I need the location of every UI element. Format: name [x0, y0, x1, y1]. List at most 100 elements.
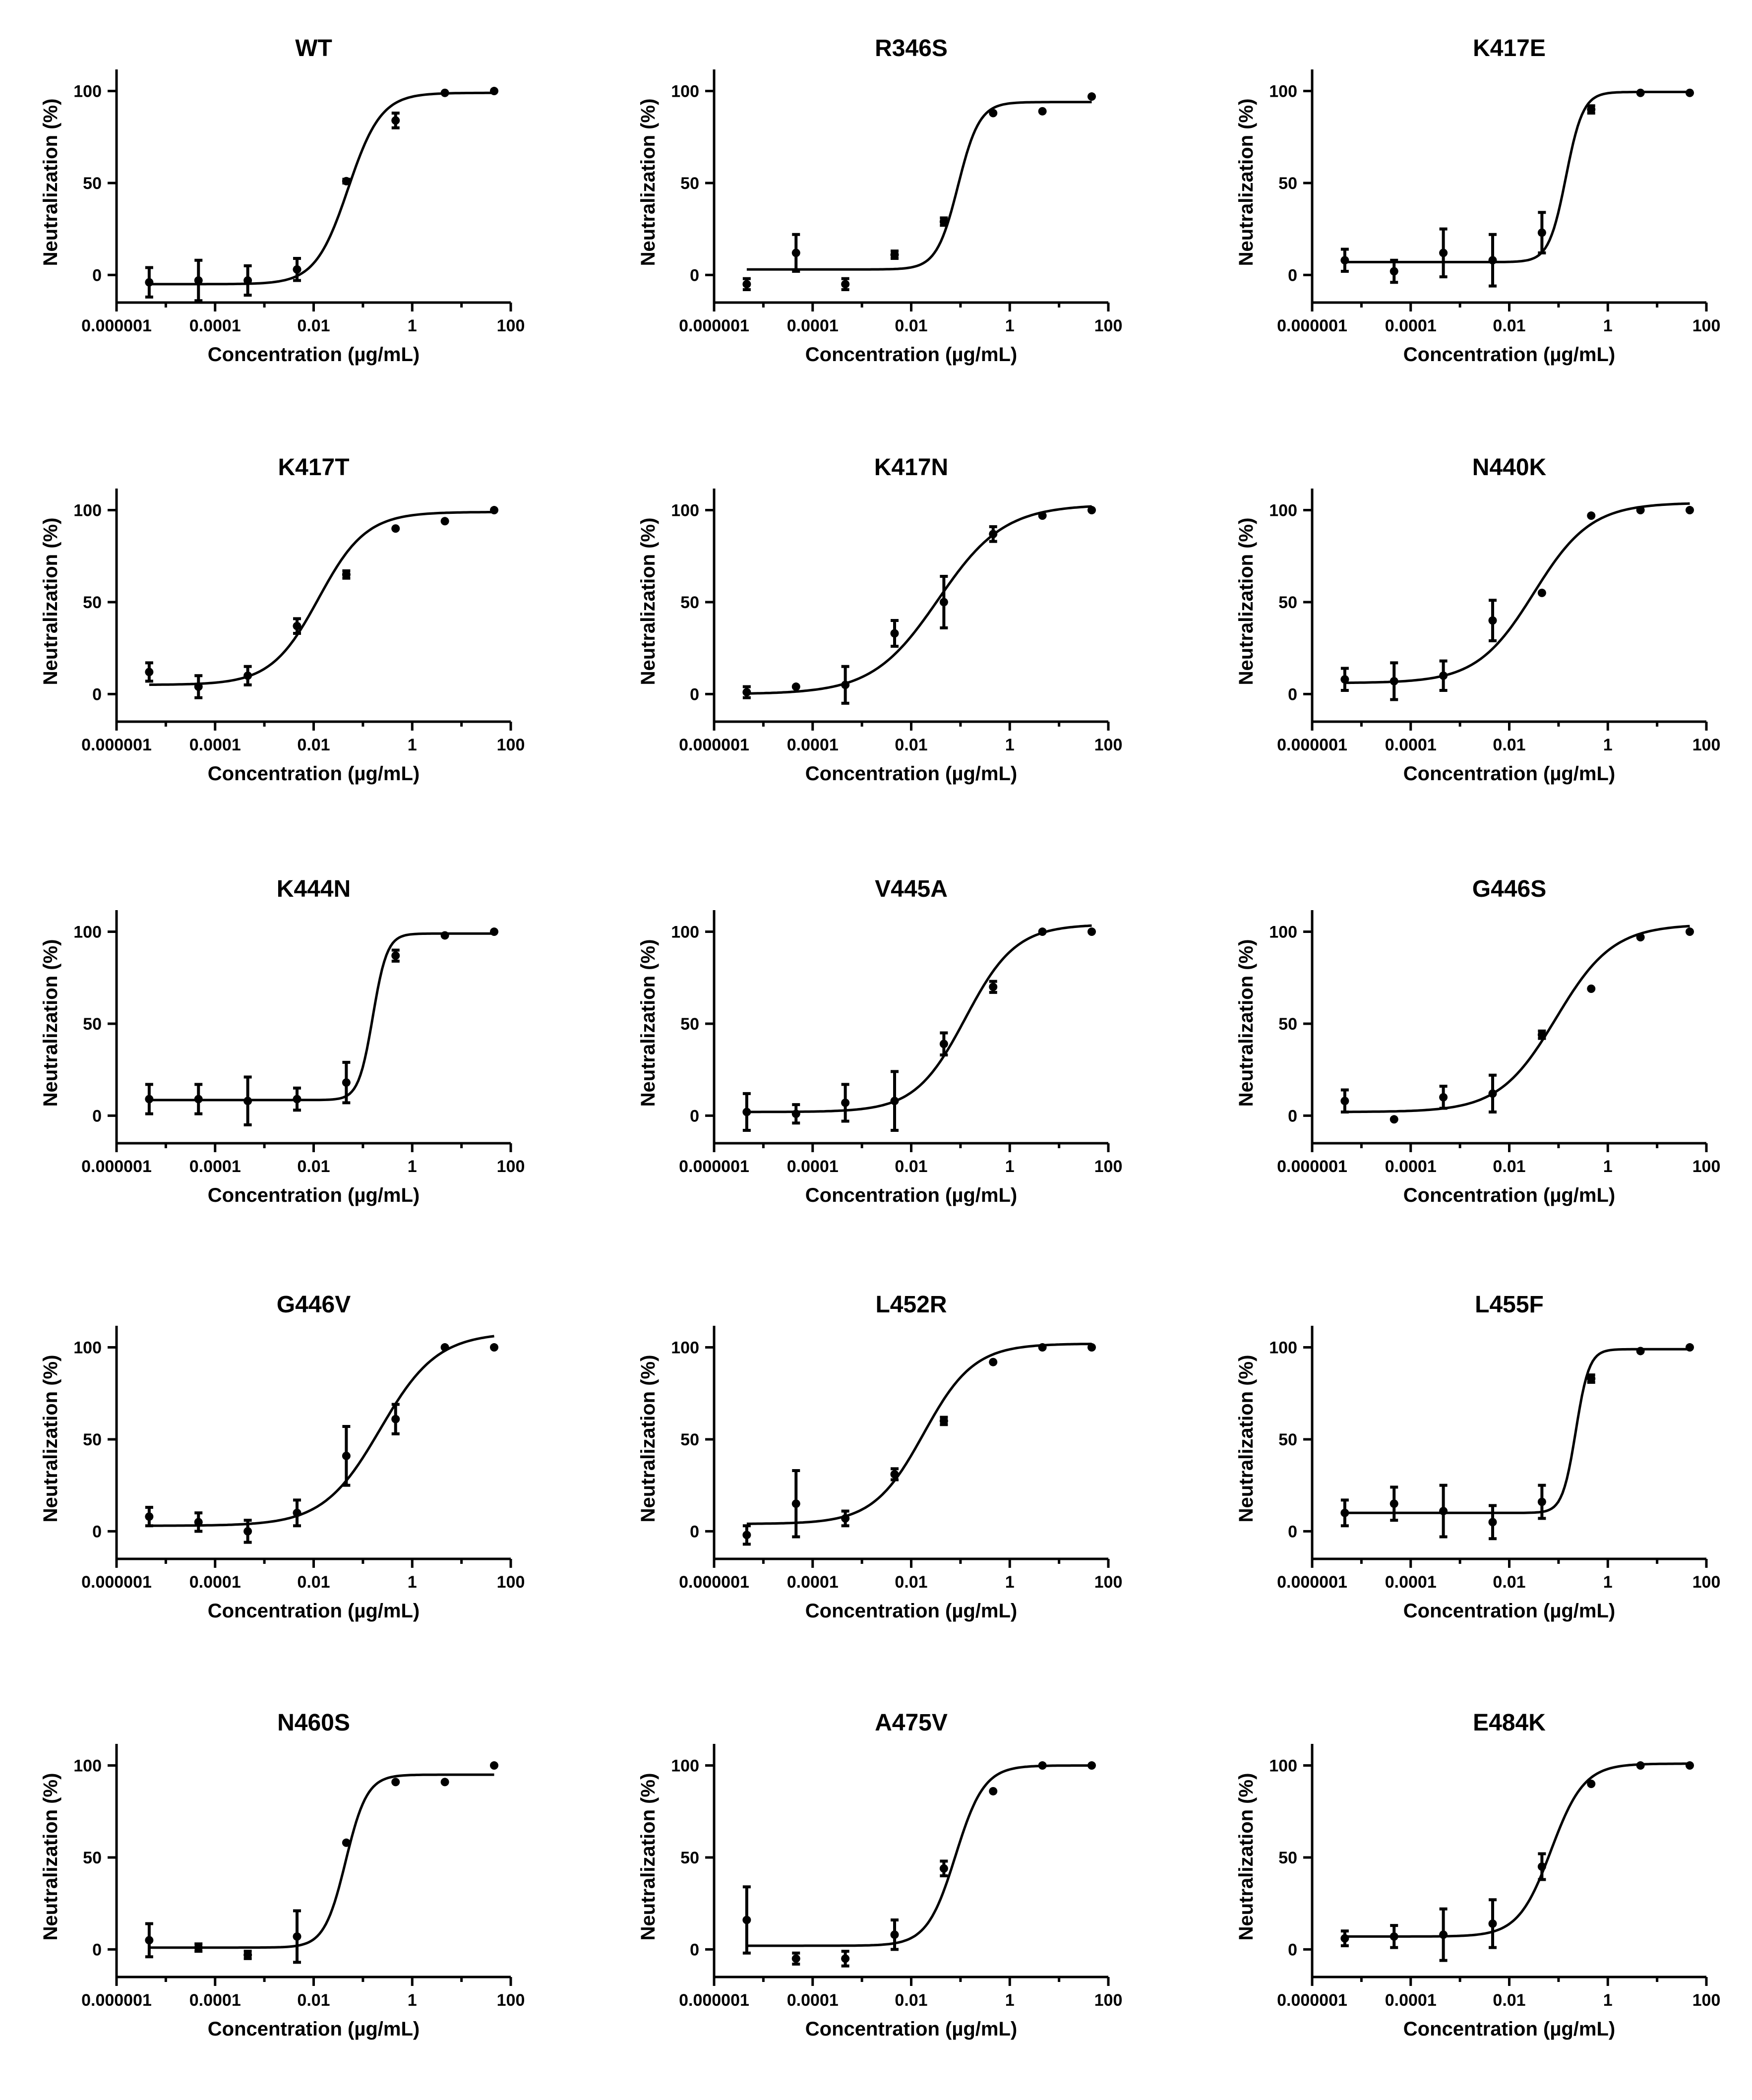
x-tick-label: 100 — [497, 1573, 525, 1592]
x-tick-label: 1 — [1005, 316, 1015, 335]
data-point — [1537, 1497, 1546, 1506]
chart-panel: N460S 0 50 100 0.000001 0.0001 0.01 1 100 Concent… — [40, 1710, 525, 2040]
y-axis-label: Neutralization (%) — [637, 1355, 659, 1523]
data-point — [742, 688, 751, 697]
data-point — [1587, 1780, 1596, 1789]
y-tick-label: 100 — [671, 501, 699, 520]
data-point — [145, 668, 154, 677]
chart-panel: L455F 0 50 100 0.000001 0.0001 0.01 1 100 Concent… — [1235, 1292, 1720, 1622]
x-tick-label: 1 — [1005, 1991, 1015, 2010]
y-tick-label: 50 — [1278, 593, 1297, 612]
chart-title: K417E — [1473, 35, 1546, 62]
x-tick-label: 0.01 — [895, 736, 927, 754]
y-tick-label: 0 — [92, 1522, 102, 1541]
y-tick-label: 0 — [690, 1522, 699, 1541]
y-tick-label: 0 — [92, 1940, 102, 1959]
chart-title: V445A — [875, 876, 948, 902]
data-point — [342, 570, 351, 579]
data-point — [1340, 675, 1349, 684]
fit-curve — [1344, 1762, 1690, 1938]
chart-title: K444N — [277, 876, 351, 902]
y-tick-label: 100 — [1269, 82, 1297, 101]
x-tick-label: 0.01 — [297, 1991, 330, 2010]
y-axis-label: Neutralization (%) — [1235, 99, 1257, 266]
data-point — [1685, 1761, 1694, 1770]
x-tick-label: 0.01 — [1493, 316, 1525, 335]
fit-curve — [1344, 90, 1690, 263]
chart-panel: WT 0 50 100 0.000001 0.0001 0.01 1 100 Concentrat… — [40, 35, 525, 366]
data-point — [841, 680, 850, 689]
x-axis-label: Concentration (µg/mL) — [208, 1184, 420, 1206]
x-tick-label: 0.000001 — [81, 1991, 152, 2010]
x-tick-label: 0.0001 — [787, 736, 839, 754]
y-tick-label: 100 — [1269, 501, 1297, 520]
y-tick-label: 0 — [1288, 1107, 1297, 1125]
data-point — [939, 1864, 948, 1873]
chart-panel: V445A 0 50 100 0.000001 0.0001 0.01 1 100 Concent… — [637, 876, 1122, 1206]
data-point — [391, 116, 400, 125]
chart-title: A475V — [875, 1710, 948, 1736]
data-point — [841, 1098, 850, 1107]
data-point — [1439, 671, 1448, 680]
data-point — [1390, 677, 1398, 685]
data-point — [440, 88, 449, 97]
data-point — [1685, 88, 1694, 97]
data-point — [890, 1930, 899, 1939]
fit-curve — [746, 505, 1092, 695]
chart-title: G446S — [1472, 876, 1546, 902]
x-tick-label: 1 — [408, 1157, 417, 1176]
y-tick-label: 100 — [73, 923, 102, 942]
y-tick-label: 0 — [690, 685, 699, 704]
x-tick-label: 1 — [1005, 736, 1015, 754]
y-tick-label: 0 — [1288, 685, 1297, 704]
fit-curve — [746, 101, 1092, 271]
data-point — [1636, 88, 1645, 97]
x-axis-label: Concentration (µg/mL) — [1403, 1184, 1615, 1206]
data-point — [1038, 511, 1047, 520]
chart-title: L455F — [1475, 1292, 1544, 1318]
x-tick-label: 0.0001 — [787, 1157, 839, 1176]
x-axis-label: Concentration (µg/mL) — [208, 344, 420, 366]
data-point — [939, 217, 948, 226]
x-tick-label: 0.000001 — [679, 1573, 749, 1592]
x-axis-label: Concentration (µg/mL) — [1403, 344, 1615, 366]
data-point — [1340, 1934, 1349, 1943]
y-tick-label: 50 — [680, 593, 699, 612]
y-tick-label: 100 — [73, 501, 102, 520]
x-tick-label: 1 — [408, 316, 417, 335]
data-point — [791, 1954, 800, 1963]
data-point — [1587, 511, 1596, 520]
y-axis-label: Neutralization (%) — [40, 1355, 61, 1523]
y-tick-label: 50 — [680, 1015, 699, 1034]
data-point — [742, 1531, 751, 1540]
fit-curve — [149, 91, 494, 286]
data-point — [989, 1358, 998, 1366]
y-axis-label: Neutralization (%) — [40, 99, 61, 266]
data-point — [939, 1040, 948, 1049]
data-point — [1390, 1932, 1398, 1941]
x-tick-label: 100 — [1094, 1991, 1123, 2010]
data-point — [1537, 1862, 1546, 1871]
x-tick-label: 0.0001 — [189, 1157, 241, 1176]
data-point — [145, 1095, 154, 1104]
y-axis-label: Neutralization (%) — [40, 1773, 61, 1941]
x-tick-label: 0.0001 — [189, 316, 241, 335]
x-tick-label: 100 — [1692, 1157, 1721, 1176]
data-point — [243, 1527, 252, 1536]
data-point — [841, 280, 850, 289]
x-axis-label: Concentration (µg/mL) — [805, 763, 1017, 785]
data-point — [742, 280, 751, 289]
y-tick-label: 100 — [671, 82, 699, 101]
data-point — [1087, 92, 1096, 101]
data-point — [489, 1761, 498, 1770]
x-tick-label: 0.01 — [297, 1157, 330, 1176]
data-point — [194, 1518, 203, 1527]
x-tick-label: 100 — [497, 316, 525, 335]
y-tick-label: 50 — [83, 174, 102, 193]
x-tick-label: 100 — [1094, 736, 1123, 754]
x-tick-label: 0.0001 — [189, 736, 241, 754]
x-tick-label: 1 — [408, 1573, 417, 1592]
x-tick-label: 100 — [1692, 1991, 1721, 2010]
data-point — [342, 1451, 351, 1460]
